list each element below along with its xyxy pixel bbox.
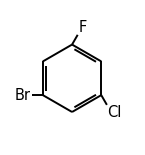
Text: Cl: Cl xyxy=(107,105,122,120)
Text: F: F xyxy=(78,20,87,35)
Text: Br: Br xyxy=(15,88,31,103)
